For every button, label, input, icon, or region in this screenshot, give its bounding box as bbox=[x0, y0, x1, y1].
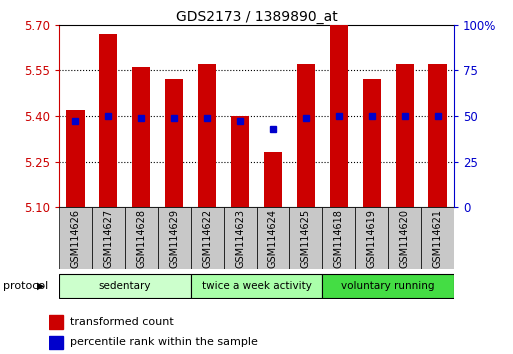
Bar bbox=[224, 207, 256, 269]
Text: GSM114621: GSM114621 bbox=[432, 209, 443, 268]
Bar bbox=[231, 116, 249, 207]
Bar bbox=[158, 207, 191, 269]
Text: percentile rank within the sample: percentile rank within the sample bbox=[70, 337, 259, 348]
Text: GSM114629: GSM114629 bbox=[169, 209, 179, 268]
Text: voluntary running: voluntary running bbox=[342, 281, 435, 291]
Text: GSM114622: GSM114622 bbox=[202, 209, 212, 268]
Text: sedentary: sedentary bbox=[98, 281, 151, 291]
Bar bbox=[92, 207, 125, 269]
Bar bbox=[165, 80, 183, 207]
Bar bbox=[428, 64, 447, 207]
Text: GSM114620: GSM114620 bbox=[400, 209, 409, 268]
Bar bbox=[396, 64, 413, 207]
Bar bbox=[49, 336, 63, 349]
Text: GSM114627: GSM114627 bbox=[104, 209, 113, 268]
Bar bbox=[388, 207, 421, 269]
Bar bbox=[191, 207, 224, 269]
Bar bbox=[330, 25, 348, 207]
Text: twice a week activity: twice a week activity bbox=[202, 281, 311, 291]
Bar bbox=[355, 207, 388, 269]
Bar bbox=[49, 315, 63, 329]
Text: GSM114626: GSM114626 bbox=[70, 209, 81, 268]
Bar bbox=[66, 110, 85, 207]
Text: GSM114628: GSM114628 bbox=[136, 209, 146, 268]
Bar bbox=[100, 34, 117, 207]
Bar bbox=[363, 80, 381, 207]
Text: transformed count: transformed count bbox=[70, 317, 174, 327]
Text: GSM114623: GSM114623 bbox=[235, 209, 245, 268]
Bar bbox=[421, 207, 454, 269]
Bar bbox=[132, 67, 150, 207]
Title: GDS2173 / 1389890_at: GDS2173 / 1389890_at bbox=[175, 10, 338, 24]
Bar bbox=[256, 207, 289, 269]
Bar bbox=[289, 207, 322, 269]
Bar bbox=[191, 274, 322, 298]
Text: protocol: protocol bbox=[3, 281, 48, 291]
Bar bbox=[297, 64, 315, 207]
Bar bbox=[264, 152, 282, 207]
Bar bbox=[322, 207, 355, 269]
Bar bbox=[322, 274, 454, 298]
Text: GSM114619: GSM114619 bbox=[367, 209, 377, 268]
Text: GSM114618: GSM114618 bbox=[334, 209, 344, 268]
Bar bbox=[198, 64, 216, 207]
Bar bbox=[59, 207, 92, 269]
Text: GSM114624: GSM114624 bbox=[268, 209, 278, 268]
Bar bbox=[59, 274, 191, 298]
Text: GSM114625: GSM114625 bbox=[301, 209, 311, 268]
Bar bbox=[125, 207, 158, 269]
Text: ▶: ▶ bbox=[37, 281, 45, 291]
